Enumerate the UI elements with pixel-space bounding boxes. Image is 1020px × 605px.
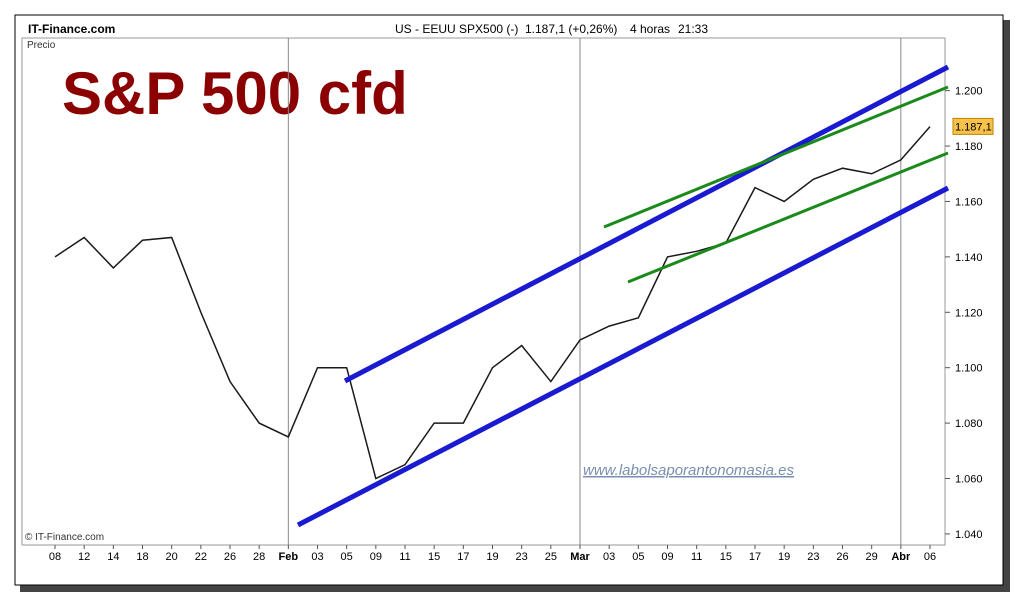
y-tick-label: 1.140 bbox=[955, 252, 983, 264]
x-tick-label: 09 bbox=[661, 551, 673, 563]
x-tick-label: 28 bbox=[253, 551, 265, 563]
copyright: © IT-Finance.com bbox=[25, 532, 104, 543]
trend-line bbox=[296, 185, 950, 528]
chart-title: S&P 500 cfd bbox=[62, 60, 408, 127]
marks: 1.040 1.060 1.080 1.100 1.120 1.140 1.160 1.180… bbox=[49, 38, 994, 563]
y-tick-label: 1.180 bbox=[955, 141, 983, 153]
x-tick-label: 11 bbox=[691, 551, 702, 563]
x-tick-label: 19 bbox=[778, 551, 790, 563]
x-tick-label: 26 bbox=[224, 551, 236, 563]
x-tick-label: 09 bbox=[370, 551, 382, 563]
x-tick-label: Feb bbox=[279, 551, 299, 563]
x-tick-label: 05 bbox=[632, 551, 644, 563]
x-tick-label: 20 bbox=[166, 551, 178, 563]
x-tick-label: 26 bbox=[836, 551, 848, 563]
y-tick-label: 1.200 bbox=[955, 86, 983, 98]
x-tick-label: 08 bbox=[49, 551, 61, 563]
x-tick-label: 23 bbox=[807, 551, 819, 563]
quote: 1.187,1 (+0,26%) bbox=[525, 22, 617, 36]
y-tick-label: 1.060 bbox=[955, 474, 983, 486]
trend-line bbox=[343, 64, 950, 384]
x-tick-label: 06 bbox=[924, 551, 936, 563]
x-tick-label: 23 bbox=[516, 551, 528, 563]
price-line bbox=[54, 126, 931, 480]
symbol: US - EEUU SPX500 (-) bbox=[395, 22, 518, 36]
trend-line bbox=[603, 85, 949, 229]
x-tick-label: Mar bbox=[570, 551, 590, 563]
y-tick-label: 1.040 bbox=[955, 529, 983, 541]
last-price-box bbox=[952, 117, 994, 135]
plot-area bbox=[21, 37, 946, 546]
x-tick-label: 05 bbox=[341, 551, 353, 563]
y-tick-label: 1.160 bbox=[955, 196, 983, 208]
time: 21:33 bbox=[678, 22, 708, 36]
y-label: Precio bbox=[27, 40, 56, 51]
x-tick-label: 17 bbox=[749, 551, 761, 563]
x-tick-label: 03 bbox=[603, 551, 615, 563]
site: IT-Finance.com bbox=[28, 22, 115, 36]
x-tick-label: 19 bbox=[486, 551, 498, 563]
y-tick-label: 1.080 bbox=[955, 418, 983, 430]
x-tick-label: 12 bbox=[78, 551, 90, 563]
x-tick-label: 29 bbox=[866, 551, 878, 563]
x-tick-label: 15 bbox=[720, 551, 732, 563]
x-tick-label: 17 bbox=[457, 551, 469, 563]
watermark: www.labolsaporantonomasia.es bbox=[583, 462, 794, 479]
x-tick-label: 15 bbox=[428, 551, 440, 563]
last-price-label: 1.187,1 bbox=[955, 121, 992, 133]
x-tick-label: 25 bbox=[545, 551, 557, 563]
x-tick-label: 14 bbox=[107, 551, 119, 563]
y-tick-label: 1.120 bbox=[955, 307, 983, 319]
x-tick-label: 11 bbox=[399, 551, 410, 563]
trend-line bbox=[627, 151, 949, 284]
period: 4 horas bbox=[630, 22, 670, 36]
y-tick-label: 1.100 bbox=[955, 363, 983, 375]
x-tick-label: 22 bbox=[195, 551, 207, 563]
x-tick-label: Abr bbox=[891, 551, 911, 563]
x-tick-label: 18 bbox=[136, 551, 148, 563]
x-tick-label: 03 bbox=[311, 551, 323, 563]
